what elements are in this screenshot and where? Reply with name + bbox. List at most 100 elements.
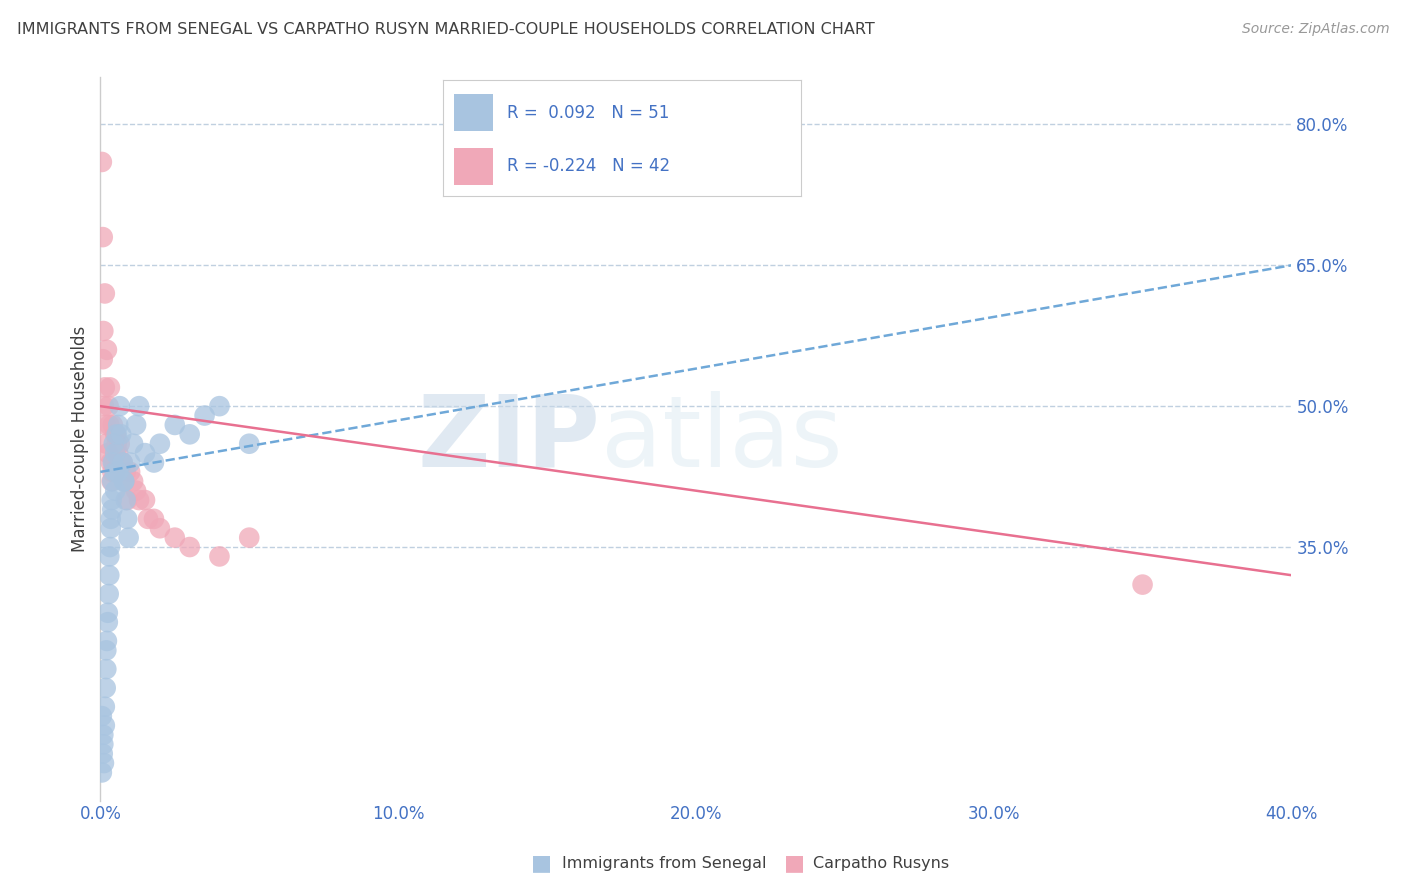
- Point: [112, 475, 135, 489]
- Point: [104, 427, 127, 442]
- Point: [142, 456, 165, 470]
- Point: [103, 436, 125, 450]
- Point: [91, 737, 114, 751]
- Point: [120, 465, 142, 479]
- Point: [97, 615, 120, 630]
- Point: [238, 531, 260, 545]
- Point: [149, 521, 172, 535]
- Point: [100, 521, 122, 535]
- Text: ■: ■: [531, 854, 551, 873]
- Point: [111, 456, 134, 470]
- Point: [142, 512, 165, 526]
- Point: [98, 380, 121, 394]
- Point: [97, 606, 120, 620]
- Point: [110, 456, 132, 470]
- Point: [115, 512, 138, 526]
- Text: R =  0.092   N = 51: R = 0.092 N = 51: [508, 103, 669, 121]
- Point: [107, 417, 129, 432]
- Point: [179, 540, 201, 554]
- Point: [117, 531, 139, 545]
- Point: [208, 549, 231, 564]
- Point: [94, 681, 117, 695]
- Point: [125, 417, 148, 432]
- Point: [101, 475, 124, 489]
- Point: [100, 456, 122, 470]
- Point: [94, 286, 117, 301]
- Point: [179, 427, 201, 442]
- Point: [91, 324, 114, 338]
- Text: atlas: atlas: [600, 391, 842, 488]
- Point: [100, 512, 122, 526]
- Point: [134, 493, 156, 508]
- Y-axis label: Married-couple Households: Married-couple Households: [72, 326, 89, 552]
- Point: [128, 493, 150, 508]
- Point: [96, 643, 118, 657]
- Point: [107, 465, 129, 479]
- Point: [98, 417, 121, 432]
- Point: [94, 417, 117, 432]
- Point: [134, 446, 156, 460]
- Point: [163, 417, 186, 432]
- Point: [114, 493, 136, 508]
- Point: [125, 483, 148, 498]
- Text: Source: ZipAtlas.com: Source: ZipAtlas.com: [1241, 22, 1389, 37]
- Point: [90, 709, 112, 723]
- Text: Carpatho Rusyns: Carpatho Rusyns: [813, 856, 949, 871]
- Point: [194, 409, 217, 423]
- Point: [122, 436, 145, 450]
- Point: [94, 380, 117, 394]
- Point: [115, 493, 138, 508]
- Point: [136, 512, 159, 526]
- Point: [100, 475, 122, 489]
- Point: [120, 456, 142, 470]
- Point: [149, 436, 172, 450]
- Point: [104, 483, 127, 498]
- Point: [103, 456, 125, 470]
- Point: [96, 343, 118, 357]
- Point: [93, 756, 115, 770]
- Point: [91, 352, 114, 367]
- Point: [101, 417, 124, 432]
- Point: [112, 475, 135, 489]
- Text: Immigrants from Senegal: Immigrants from Senegal: [562, 856, 766, 871]
- Point: [101, 456, 124, 470]
- Point: [108, 399, 131, 413]
- Point: [104, 446, 127, 460]
- Point: [128, 399, 150, 413]
- Point: [93, 399, 115, 413]
- Point: [122, 475, 145, 489]
- Text: R = -0.224   N = 42: R = -0.224 N = 42: [508, 157, 671, 175]
- Point: [163, 531, 186, 545]
- Point: [98, 540, 121, 554]
- Point: [98, 568, 121, 582]
- Point: [97, 446, 120, 460]
- Point: [105, 427, 128, 442]
- Point: [96, 634, 118, 648]
- Point: [94, 718, 117, 732]
- Point: [238, 436, 260, 450]
- Point: [1132, 577, 1154, 591]
- Point: [100, 493, 122, 508]
- Point: [96, 436, 118, 450]
- Point: [96, 662, 118, 676]
- Point: [104, 465, 127, 479]
- Point: [97, 399, 120, 413]
- Point: [91, 728, 114, 742]
- Point: [97, 587, 120, 601]
- Point: [94, 699, 117, 714]
- Point: [90, 155, 112, 169]
- Point: [208, 399, 231, 413]
- Point: [110, 427, 132, 442]
- Point: [101, 465, 124, 479]
- Text: ZIP: ZIP: [418, 391, 600, 488]
- Text: ■: ■: [785, 854, 804, 873]
- FancyBboxPatch shape: [454, 95, 494, 131]
- Point: [91, 747, 114, 761]
- FancyBboxPatch shape: [454, 147, 494, 185]
- Point: [108, 436, 131, 450]
- Point: [111, 456, 134, 470]
- Point: [105, 436, 128, 450]
- Point: [90, 765, 112, 780]
- Point: [114, 465, 136, 479]
- Point: [98, 549, 121, 564]
